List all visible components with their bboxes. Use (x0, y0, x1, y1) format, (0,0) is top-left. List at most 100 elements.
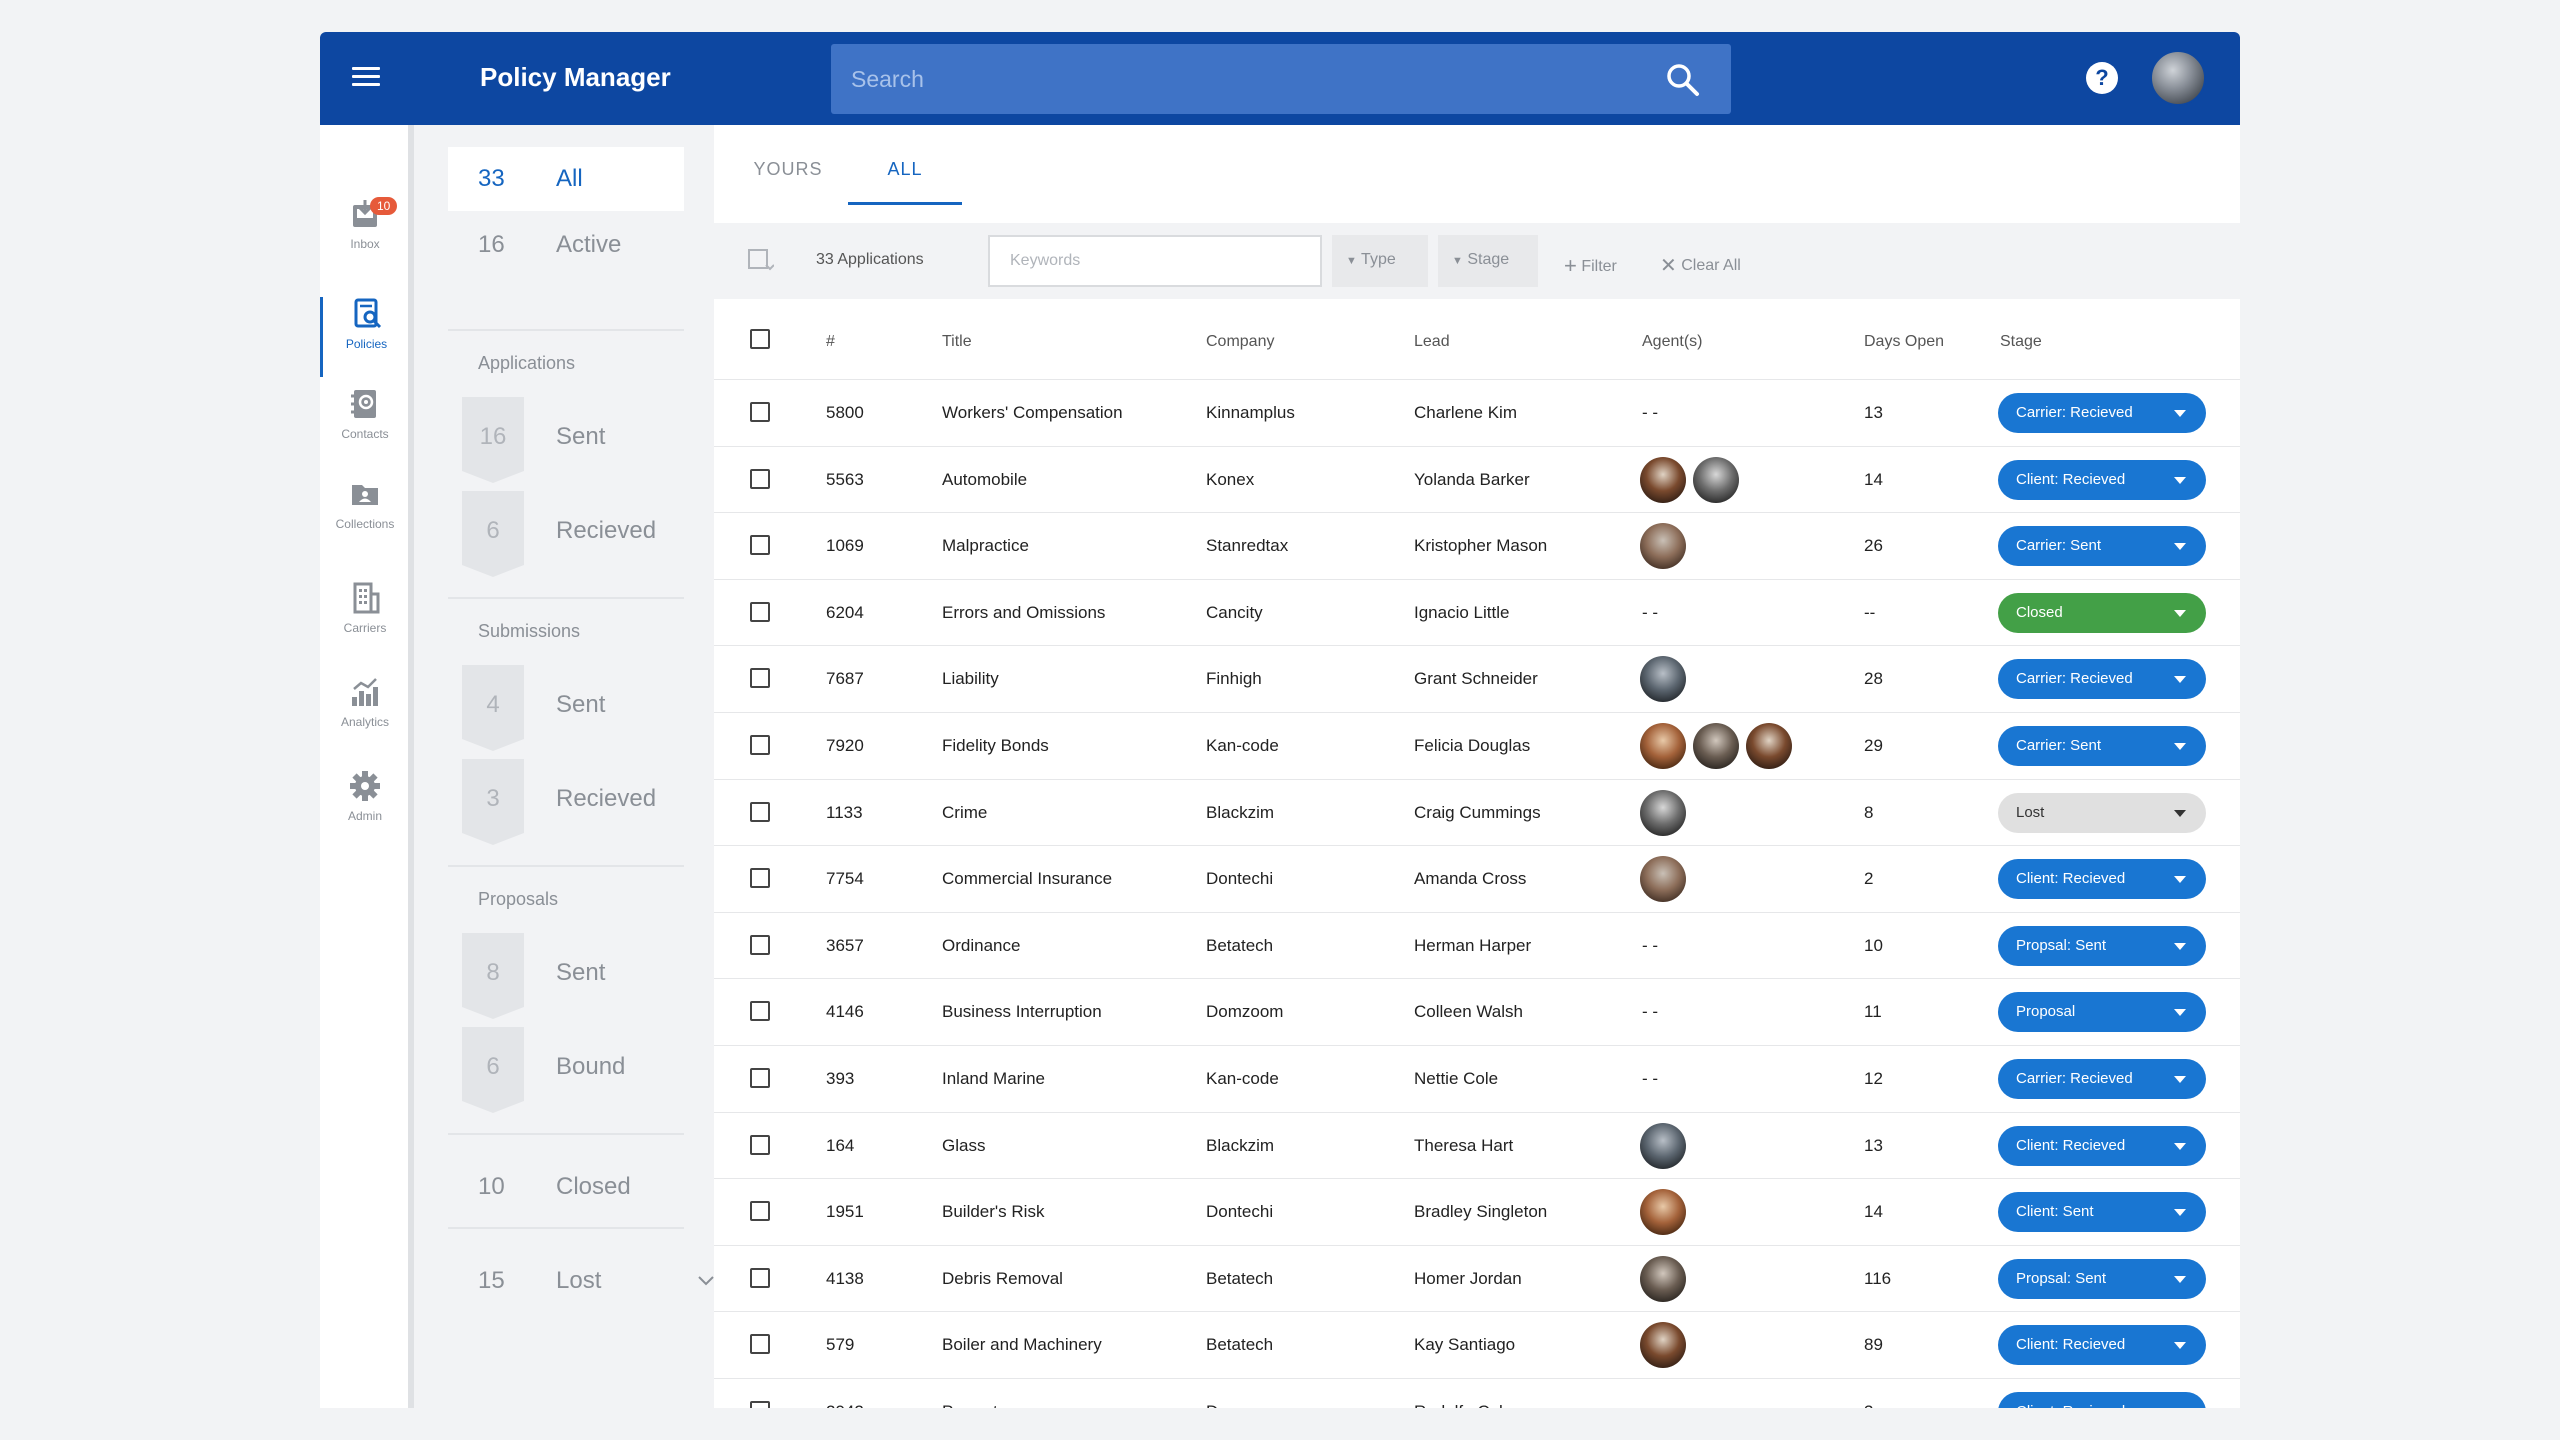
column-header-stage[interactable]: Stage (2000, 333, 2042, 350)
stage-dropdown-pill[interactable]: Proposal (1998, 992, 2206, 1033)
agent-avatar[interactable] (1640, 1122, 1686, 1169)
table-row[interactable]: 7687 Liability Finhigh Grant Schneider 28 Car… (714, 645, 2240, 712)
cell-title[interactable]: Debris Removal (942, 1268, 1063, 1288)
table-row[interactable]: 7920 Fidelity Bonds Kan-code Felicia Dougla… (714, 712, 2240, 779)
row-checkbox[interactable] (750, 1334, 770, 1355)
cell-title[interactable]: Liability (942, 669, 999, 689)
search-input[interactable] (831, 44, 1651, 114)
cell-title[interactable]: Business Interruption (942, 1002, 1102, 1022)
bulk-select-icon[interactable] (748, 249, 774, 273)
search-icon[interactable] (1665, 62, 1701, 98)
row-checkbox[interactable] (750, 1401, 770, 1408)
column-header-title[interactable]: Title (942, 333, 972, 350)
chevron-down-icon[interactable] (696, 1271, 716, 1291)
nav-item-carriers[interactable]: Carriers (320, 581, 410, 661)
table-row[interactable]: 2942 Property Domzoom Rodolfo Coleman - - 3 Cl… (714, 1378, 2240, 1408)
row-checkbox[interactable] (750, 1001, 770, 1022)
agent-avatar[interactable] (1693, 723, 1739, 769)
nav-item-collections[interactable]: Collections (320, 477, 410, 557)
stage-dropdown-pill[interactable]: Closed (1998, 592, 2206, 633)
table-row[interactable]: 579 Boiler and Machinery Betatech Kay Santi… (714, 1311, 2240, 1378)
table-row[interactable]: 5563 Automobile Konex Yolanda Barker 14 Clien… (714, 445, 2240, 513)
stage-dropdown-pill[interactable]: Propsal: Sent (1998, 1258, 2206, 1299)
agent-avatar[interactable] (1640, 523, 1686, 570)
row-checkbox[interactable] (750, 402, 770, 422)
filter-active[interactable]: 16 Active (448, 213, 684, 277)
help-icon[interactable]: ? (2086, 62, 2118, 94)
cell-title[interactable]: Boiler and Machinery (942, 1335, 1102, 1355)
row-checkbox[interactable] (750, 468, 770, 489)
cell-title[interactable]: Property (942, 1402, 1006, 1408)
nav-item-policies[interactable]: Policies (320, 297, 410, 377)
row-checkbox[interactable] (750, 1068, 770, 1088)
stage-dropdown-pill[interactable]: Lost (1998, 792, 2206, 833)
row-checkbox[interactable] (750, 668, 770, 689)
row-checkbox[interactable] (750, 1267, 770, 1288)
select-all-checkbox[interactable] (750, 329, 770, 349)
stage-dropdown-pill[interactable]: Carrier: Recieved (1998, 659, 2206, 700)
stage-dropdown-pill[interactable]: Propsal: Sent (1998, 925, 2206, 966)
nav-item-admin[interactable]: Admin (320, 769, 410, 849)
row-checkbox[interactable] (750, 801, 770, 822)
table-row[interactable]: 164 Glass Blackzim Theresa Hart 13 Client: Re… (714, 1111, 2240, 1179)
agent-avatar[interactable] (1746, 723, 1792, 769)
table-row[interactable]: 4138 Debris Removal Betatech Homer Jordan 11… (714, 1244, 2240, 1312)
cell-title[interactable]: Fidelity Bonds (942, 736, 1049, 755)
table-row[interactable]: 1069 Malpractice Stanredtax Kristopher Maso… (714, 512, 2240, 579)
cell-title[interactable]: Crime (942, 802, 988, 822)
row-checkbox[interactable] (750, 868, 770, 889)
table-row[interactable]: 1133 Crime Blackzim Craig Cummings 8 Lost (714, 778, 2240, 846)
agent-avatar[interactable] (1640, 856, 1686, 903)
cell-title[interactable]: Errors and Omissions (942, 602, 1106, 622)
keywords-input[interactable] (988, 235, 1322, 287)
filter-proposals-sent[interactable]: 8 Sent (448, 933, 684, 1019)
filter-submissions-sent[interactable]: 4 Sent (448, 665, 684, 751)
table-row[interactable]: 6204 Errors and Omissions Cancity Ignacio L… (714, 578, 2240, 646)
filter-submissions-received[interactable]: 3 Recieved (448, 759, 684, 845)
agent-avatar[interactable] (1640, 1322, 1686, 1369)
user-avatar[interactable] (2150, 50, 2206, 106)
filter-lost[interactable]: 15 Lost (448, 1249, 714, 1313)
table-row[interactable]: 3657 Ordinance Betatech Herman Harper - - 10 P… (714, 911, 2240, 979)
stage-dropdown-pill[interactable]: Carrier: Sent (1998, 526, 2206, 567)
tab-yours[interactable]: YOURS (753, 159, 823, 179)
row-checkbox[interactable] (750, 1201, 770, 1222)
agent-avatar[interactable] (1640, 1255, 1686, 1302)
table-row[interactable]: 1951 Builder's Risk Dontechi Bradley Single… (714, 1178, 2240, 1245)
cell-title[interactable]: Builder's Risk (942, 1202, 1045, 1222)
filter-closed[interactable]: 10 Closed (448, 1155, 684, 1219)
clear-all-button[interactable]: ✕ Clear All (1660, 251, 1741, 277)
hamburger-menu-icon[interactable] (348, 62, 384, 98)
stage-dropdown-pill[interactable]: Client: Sent (1998, 1192, 2206, 1233)
column-header-lead[interactable]: Lead (1414, 333, 1450, 350)
cell-title[interactable]: Glass (942, 1135, 986, 1155)
agent-avatar[interactable] (1640, 1189, 1686, 1236)
row-checkbox[interactable] (750, 535, 770, 556)
table-row[interactable]: 393 Inland Marine Kan-code Nettie Cole - - 12… (714, 1045, 2240, 1112)
column-header-agents[interactable]: Agent(s) (1642, 333, 1703, 350)
stage-dropdown-pill[interactable]: Client: Recieved (1998, 1325, 2206, 1366)
cell-title[interactable]: Malpractice (942, 536, 1029, 556)
stage-dropdown-pill[interactable]: Client: Recieved (1998, 1392, 2206, 1408)
table-row[interactable]: 4146 Business Interruption Domzoom Colleen … (714, 978, 2240, 1045)
nav-item-analytics[interactable]: Analytics (320, 675, 410, 755)
cell-title[interactable]: Ordinance (942, 935, 1021, 955)
stage-dropdown-pill[interactable]: Carrier: Recieved (1998, 393, 2206, 433)
agent-avatar[interactable] (1640, 723, 1686, 769)
stage-dropdown-pill[interactable]: Carrier: Recieved (1998, 1059, 2206, 1099)
column-header-days-open[interactable]: Days Open (1864, 333, 1945, 350)
filter-applications-sent[interactable]: 16 Sent (448, 397, 684, 483)
tab-all[interactable]: ALL (848, 147, 962, 205)
cell-title[interactable]: Inland Marine (942, 1069, 1046, 1088)
stage-dropdown[interactable]: ▼ Stage (1438, 235, 1538, 287)
row-checkbox[interactable] (750, 601, 770, 622)
agent-avatar[interactable] (1640, 656, 1686, 703)
cell-title[interactable]: Workers' Compensation (942, 403, 1123, 422)
stage-dropdown-pill[interactable]: Client: Recieved (1998, 1125, 2206, 1166)
filter-proposals-bound[interactable]: 6 Bound (448, 1027, 684, 1113)
nav-item-inbox[interactable]: 10 Inbox (320, 197, 410, 277)
row-checkbox[interactable] (750, 735, 770, 755)
agent-avatar[interactable] (1640, 789, 1686, 836)
row-checkbox[interactable] (750, 1134, 770, 1155)
type-dropdown[interactable]: ▼ Type (1332, 235, 1428, 287)
